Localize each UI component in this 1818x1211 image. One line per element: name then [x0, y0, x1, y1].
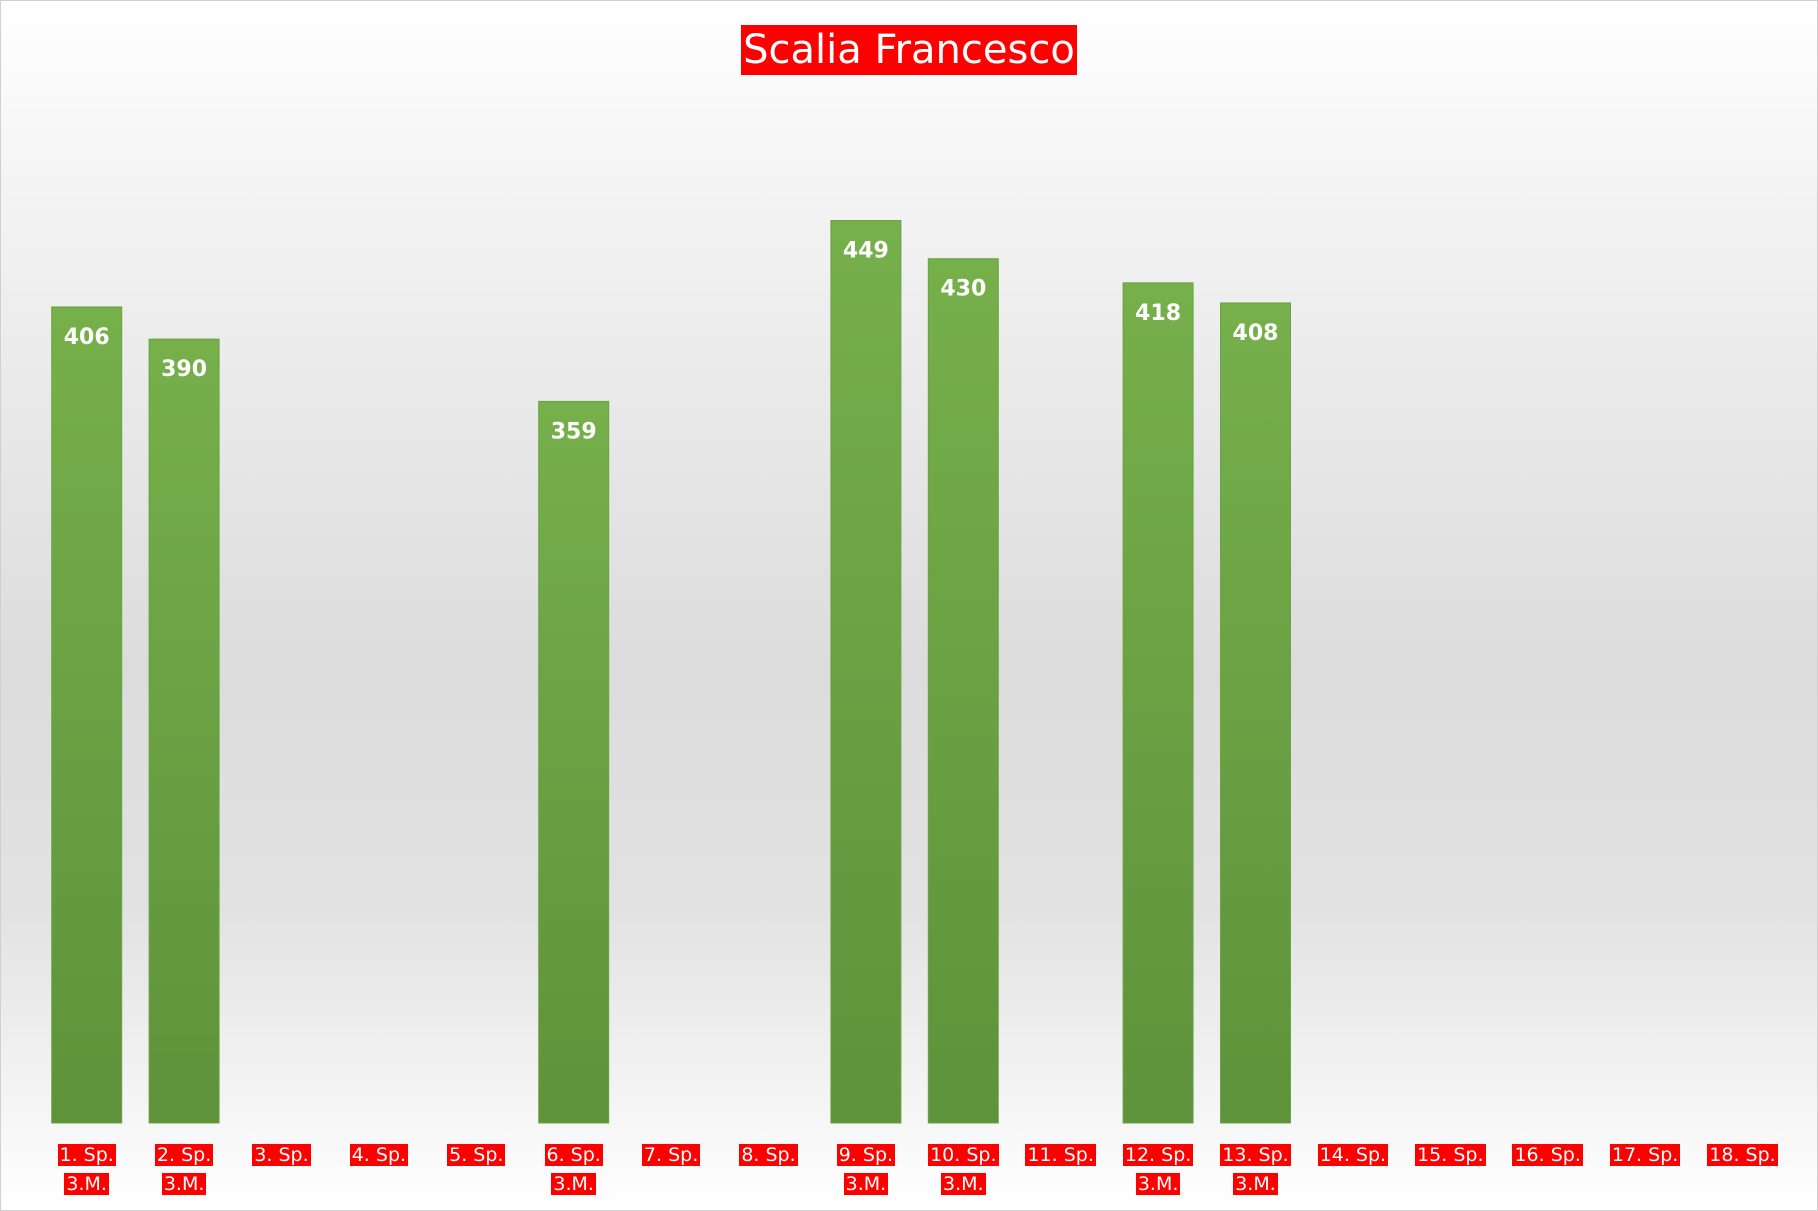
x-tick-label: 3. Sp.	[252, 1144, 311, 1166]
value-label: 449	[843, 239, 889, 264]
value-label: 408	[1233, 321, 1279, 346]
bar	[148, 338, 220, 1124]
x-tick-label-box: 8. Sp.	[721, 1141, 817, 1170]
x-tick-label-box: 1. Sp. 3.M.	[39, 1141, 135, 1199]
x-tick-label-box: 18. Sp.	[1695, 1141, 1791, 1170]
x-tick-label: 5. Sp.	[447, 1144, 506, 1166]
bar	[1122, 282, 1194, 1124]
x-tick-label-box: 11. Sp.	[1013, 1141, 1109, 1170]
value-label: 406	[64, 325, 110, 350]
x-tick-label: 12. Sp. 3.M.	[1122, 1144, 1194, 1195]
x-tick-label: 2. Sp. 3.M.	[154, 1144, 214, 1195]
bar	[538, 400, 610, 1124]
x-tick-label: 13. Sp. 3.M.	[1220, 1144, 1291, 1195]
x-tick-label-box: 3. Sp.	[234, 1141, 330, 1170]
x-tick-label-box: 2. Sp. 3.M.	[136, 1141, 232, 1199]
x-tick-label: 18. Sp.	[1707, 1144, 1778, 1166]
x-tick-label: 8. Sp.	[739, 1144, 798, 1166]
x-tick-label: 10. Sp. 3.M.	[928, 1144, 999, 1195]
chart-title: Scalia Francesco	[741, 25, 1077, 75]
x-tick-label: 14. Sp.	[1317, 1144, 1389, 1166]
x-tick-label: 11. Sp.	[1025, 1144, 1096, 1166]
bar	[51, 306, 123, 1124]
x-tick-label-box: 12. Sp. 3.M.	[1110, 1141, 1206, 1199]
x-tick-label: 6. Sp. 3.M.	[544, 1144, 603, 1195]
x-tick-label-box: 14. Sp.	[1305, 1141, 1401, 1170]
x-tick-label: 16. Sp.	[1512, 1144, 1583, 1166]
x-tick-label: 7. Sp.	[641, 1144, 701, 1166]
value-label: 430	[940, 277, 986, 302]
bar	[1220, 302, 1291, 1124]
x-tick-label-box: 7. Sp.	[623, 1141, 719, 1170]
x-tick-label: 1. Sp. 3.M.	[57, 1144, 116, 1195]
x-tick-label-box: 17. Sp.	[1597, 1141, 1693, 1170]
x-tick-label-box: 4. Sp.	[331, 1141, 427, 1170]
x-tick-label: 15. Sp.	[1415, 1144, 1486, 1166]
value-label: 418	[1135, 301, 1181, 326]
value-label: 390	[161, 357, 207, 382]
value-label: 359	[551, 419, 597, 444]
x-tick-label-box: 6. Sp. 3.M.	[526, 1141, 622, 1199]
x-tick-label-box: 15. Sp.	[1402, 1141, 1498, 1170]
x-tick-label: 17. Sp.	[1609, 1144, 1681, 1166]
bar	[830, 220, 902, 1124]
x-tick-label-box: 13. Sp. 3.M.	[1208, 1141, 1304, 1199]
x-tick-label-box: 9. Sp. 3.M.	[818, 1141, 914, 1199]
bar	[927, 258, 999, 1124]
chart-title-box: Scalia Francesco	[1, 25, 1817, 75]
x-tick-label-box: 5. Sp.	[428, 1141, 524, 1170]
x-tick-label: 9. Sp. 3.M.	[836, 1144, 896, 1195]
x-tick-label-box: 16. Sp.	[1500, 1141, 1596, 1170]
x-tick-label: 4. Sp.	[349, 1144, 409, 1166]
x-tick-label-box: 10. Sp. 3.M.	[915, 1141, 1011, 1199]
